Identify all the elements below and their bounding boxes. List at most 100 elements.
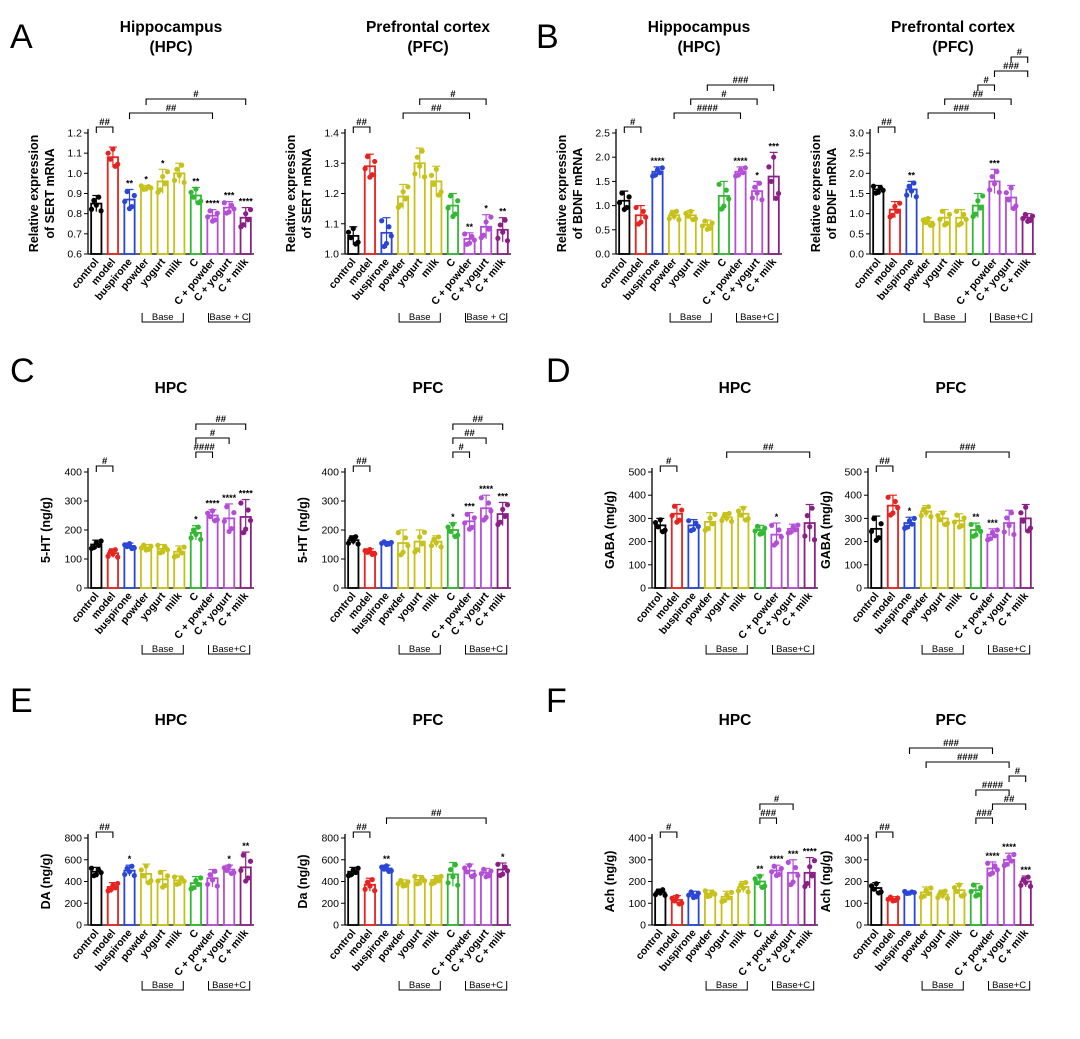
bracket-label: ##: [431, 808, 442, 819]
data-point: [671, 898, 678, 904]
data-point: [412, 171, 418, 177]
data-point: [1006, 854, 1012, 860]
y-axis-label-line: GABA (mg/g): [819, 491, 833, 569]
bracket-label: #: [102, 456, 108, 467]
significance-star: **: [466, 222, 474, 232]
data-point: [699, 223, 706, 229]
bracket-label: ##: [166, 103, 177, 114]
data-point: [1029, 213, 1036, 219]
data-point: [885, 494, 891, 500]
data-point: [504, 868, 511, 874]
y-axis-label-line: Relative expression: [809, 135, 823, 252]
y-tick-label: 100: [628, 559, 646, 571]
data-point: [752, 184, 758, 190]
y-tick-label: 0: [333, 583, 339, 595]
data-point: [702, 888, 708, 894]
data-point: [450, 521, 456, 527]
y-tick-label: 300: [628, 513, 646, 525]
x-category-label: milk: [942, 927, 965, 951]
y-tick-label: 0: [333, 920, 339, 932]
data-point: [773, 540, 780, 546]
data-point: [870, 183, 877, 189]
data-point: [773, 195, 779, 201]
group-label-base-c: Base+C: [212, 980, 246, 991]
data-point: [925, 890, 932, 897]
data-point: [740, 885, 746, 891]
data-point: [245, 217, 251, 223]
bracket-label: #: [774, 794, 780, 805]
bar-buspirone: [903, 522, 916, 589]
data-point: [198, 536, 204, 543]
data-point: [726, 510, 732, 517]
data-point: [911, 515, 917, 522]
chart-title: HPC: [155, 712, 188, 729]
comparison-bracket: [95, 465, 114, 472]
data-point: [923, 509, 929, 516]
group-bracket-base: [705, 645, 748, 655]
y-axis-label: GABA (mg/g): [819, 491, 833, 569]
data-point: [115, 880, 121, 887]
panel-letter-d: D: [546, 352, 571, 390]
panel-letter-f: F: [546, 682, 567, 720]
data-point: [455, 882, 461, 888]
data-point: [431, 880, 437, 886]
data-point: [148, 878, 154, 884]
chart-title: PFC: [936, 712, 967, 729]
data-point: [198, 198, 204, 204]
data-point: [769, 522, 775, 528]
comparison-bracket: [690, 98, 758, 105]
group-label-base: Base: [152, 644, 174, 655]
bracket-label: ###: [953, 103, 970, 114]
y-tick-label: 200: [628, 876, 646, 888]
group-bracket-base-c: [465, 981, 508, 991]
data-point: [231, 869, 237, 876]
data-point: [405, 879, 411, 885]
bracket-label: ####: [957, 752, 979, 763]
data-point: [126, 869, 133, 875]
data-point: [369, 876, 375, 883]
bracket-label: #: [1015, 766, 1021, 777]
chart-title: Prefrontal cortex: [891, 19, 1015, 36]
comparison-bracket: [1010, 56, 1029, 63]
chart-title: (PFC): [407, 39, 448, 56]
data-point: [776, 871, 782, 878]
data-point: [98, 208, 104, 214]
data-point: [970, 882, 977, 888]
bracket-label: ##: [356, 822, 367, 833]
data-point: [676, 217, 682, 223]
data-point: [478, 871, 484, 877]
bracket-label: ###: [760, 808, 777, 819]
data-point: [961, 211, 967, 218]
group-label-base-c: Base+C: [994, 312, 1028, 323]
data-point: [160, 173, 166, 180]
data-point: [209, 508, 216, 514]
data-point: [876, 535, 882, 541]
y-tick-label: 800: [321, 833, 339, 845]
data-point: [355, 239, 361, 245]
bar-powder: [397, 882, 410, 926]
significance-star: *: [501, 852, 505, 862]
data-point: [745, 889, 751, 895]
data-point: [462, 231, 468, 237]
data-point: [712, 511, 718, 518]
data-point: [671, 213, 677, 219]
data-point: [996, 189, 1002, 195]
data-point: [214, 883, 220, 889]
data-point: [809, 505, 815, 511]
comparison-bracket: [875, 465, 894, 472]
comparison-bracket: [908, 747, 994, 754]
y-axis-label-line: Relative expression: [27, 135, 41, 252]
x-category-label: milk: [419, 256, 442, 280]
data-point: [362, 886, 368, 892]
group-label-base: Base: [934, 312, 956, 323]
data-point: [624, 204, 630, 211]
y-axis-label-line: Da (ng/g): [296, 854, 310, 908]
group-bracket-base-c: [465, 645, 508, 655]
group-label-base: Base: [409, 312, 431, 323]
data-point: [364, 879, 371, 885]
y-tick-label: 200: [321, 898, 339, 910]
y-tick-label: 2.0: [595, 152, 610, 164]
data-point: [466, 240, 473, 246]
data-point: [705, 525, 711, 531]
data-point: [141, 542, 147, 548]
